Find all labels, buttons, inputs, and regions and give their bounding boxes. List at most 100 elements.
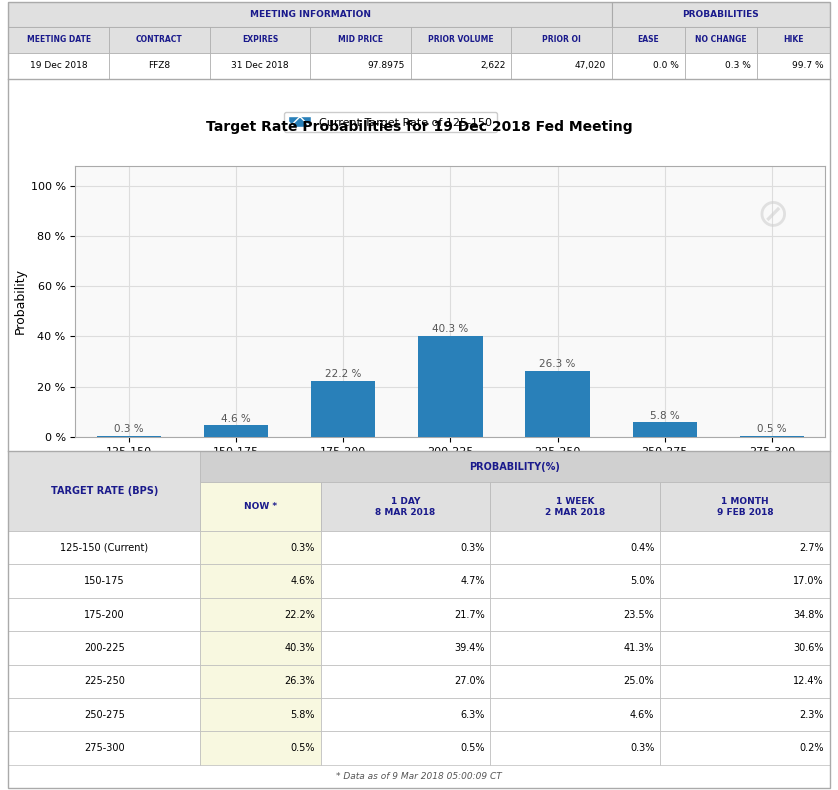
Bar	[490, 732, 660, 765]
Text: 200-225: 200-225	[84, 643, 125, 653]
Bar	[200, 483, 321, 531]
Text: 0.3%: 0.3%	[291, 543, 315, 553]
Text: 0.3%: 0.3%	[630, 743, 654, 753]
Bar	[321, 483, 490, 531]
Text: 4.6 %: 4.6 %	[221, 413, 251, 423]
Text: 41.3%: 41.3%	[623, 643, 654, 653]
Bar	[633, 423, 697, 437]
Bar	[660, 598, 830, 631]
Bar	[200, 531, 321, 565]
Bar	[321, 631, 490, 664]
Text: 0.3%: 0.3%	[460, 543, 484, 553]
Bar	[200, 631, 321, 664]
Bar	[660, 664, 830, 698]
Bar	[660, 698, 830, 732]
Bar	[321, 598, 490, 631]
Text: EXPIRES: EXPIRES	[241, 36, 278, 44]
Text: Target Rate Probabilities for 19 Dec 2018 Fed Meeting: Target Rate Probabilities for 19 Dec 201…	[205, 120, 633, 134]
Bar	[200, 698, 321, 732]
Text: TARGET RATE (BPS): TARGET RATE (BPS)	[50, 486, 158, 496]
Bar	[8, 631, 200, 664]
Bar	[310, 27, 411, 53]
Bar	[8, 451, 200, 531]
Text: 12.4%: 12.4%	[794, 676, 824, 687]
Text: 0.5 %: 0.5 %	[757, 424, 787, 434]
Bar	[321, 664, 490, 698]
Bar	[8, 598, 200, 631]
Text: 40.3 %: 40.3 %	[432, 324, 468, 334]
Bar	[200, 565, 321, 598]
Text: 4.7%: 4.7%	[460, 576, 484, 586]
Legend: Current Target Rate of 125-150: Current Target Rate of 125-150	[284, 111, 497, 132]
Bar	[109, 53, 210, 79]
Text: FFZ8: FFZ8	[148, 62, 170, 70]
Text: MID PRICE: MID PRICE	[338, 36, 383, 44]
Bar	[8, 531, 200, 565]
Bar	[490, 631, 660, 664]
Text: 225-250: 225-250	[84, 676, 125, 687]
Text: 250-275: 250-275	[84, 709, 125, 720]
Bar	[109, 27, 210, 53]
Bar	[200, 664, 321, 698]
Text: 47,020: 47,020	[575, 62, 606, 70]
Bar	[757, 27, 830, 53]
Text: 0.2%: 0.2%	[799, 743, 824, 753]
Bar	[612, 27, 685, 53]
Text: 40.3%: 40.3%	[285, 643, 315, 653]
Bar	[490, 565, 660, 598]
Text: 0.0 %: 0.0 %	[653, 62, 679, 70]
Text: 25.0%: 25.0%	[623, 676, 654, 687]
Bar	[8, 27, 109, 53]
Bar	[200, 732, 321, 765]
Text: 26.3%: 26.3%	[284, 676, 315, 687]
Bar	[757, 53, 830, 79]
Text: 175-200: 175-200	[84, 610, 125, 619]
Text: 39.4%: 39.4%	[454, 643, 484, 653]
Bar	[612, 53, 685, 79]
Bar	[8, 664, 200, 698]
Text: HIKE: HIKE	[783, 36, 804, 44]
Text: * Data as of 9 Mar 2018 05:00:09 CT: * Data as of 9 Mar 2018 05:00:09 CT	[336, 772, 502, 781]
Bar	[200, 598, 321, 631]
Bar	[525, 371, 590, 437]
Bar	[321, 565, 490, 598]
Text: 1 MONTH
9 FEB 2018: 1 MONTH 9 FEB 2018	[716, 497, 773, 517]
Text: NO CHANGE: NO CHANGE	[695, 36, 747, 44]
Bar	[310, 53, 411, 79]
Text: 125-150 (Current): 125-150 (Current)	[60, 543, 148, 553]
Bar	[660, 565, 830, 598]
Text: 97.8975: 97.8975	[368, 62, 405, 70]
Bar	[490, 664, 660, 698]
Bar	[660, 483, 830, 531]
Text: 0.4%: 0.4%	[630, 543, 654, 553]
Bar	[200, 451, 830, 483]
Text: 27.0%: 27.0%	[454, 676, 484, 687]
Text: 0.3 %: 0.3 %	[114, 424, 144, 434]
Text: 5.8 %: 5.8 %	[649, 411, 680, 420]
Text: CONTRACT: CONTRACT	[136, 36, 183, 44]
Bar	[411, 27, 511, 53]
Text: 34.8%: 34.8%	[794, 610, 824, 619]
Text: 22.2%: 22.2%	[284, 610, 315, 619]
Bar	[321, 732, 490, 765]
Text: EASE: EASE	[638, 36, 660, 44]
Bar	[660, 531, 830, 565]
Text: 1 DAY
8 MAR 2018: 1 DAY 8 MAR 2018	[375, 497, 436, 517]
Bar	[490, 531, 660, 565]
Bar	[204, 425, 268, 437]
Bar	[685, 27, 757, 53]
Bar	[490, 598, 660, 631]
Text: 19 Dec 2018: 19 Dec 2018	[30, 62, 87, 70]
Text: 5.0%: 5.0%	[630, 576, 654, 586]
Bar	[321, 698, 490, 732]
Bar	[8, 565, 200, 598]
Bar	[685, 53, 757, 79]
Bar	[8, 53, 109, 79]
Text: 0.3 %: 0.3 %	[726, 62, 752, 70]
Text: 23.5%: 23.5%	[623, 610, 654, 619]
Text: 6.3%: 6.3%	[460, 709, 484, 720]
Text: 150-175: 150-175	[84, 576, 125, 586]
Text: 4.6%: 4.6%	[291, 576, 315, 586]
Bar	[511, 53, 612, 79]
Text: 26.3 %: 26.3 %	[540, 359, 576, 369]
